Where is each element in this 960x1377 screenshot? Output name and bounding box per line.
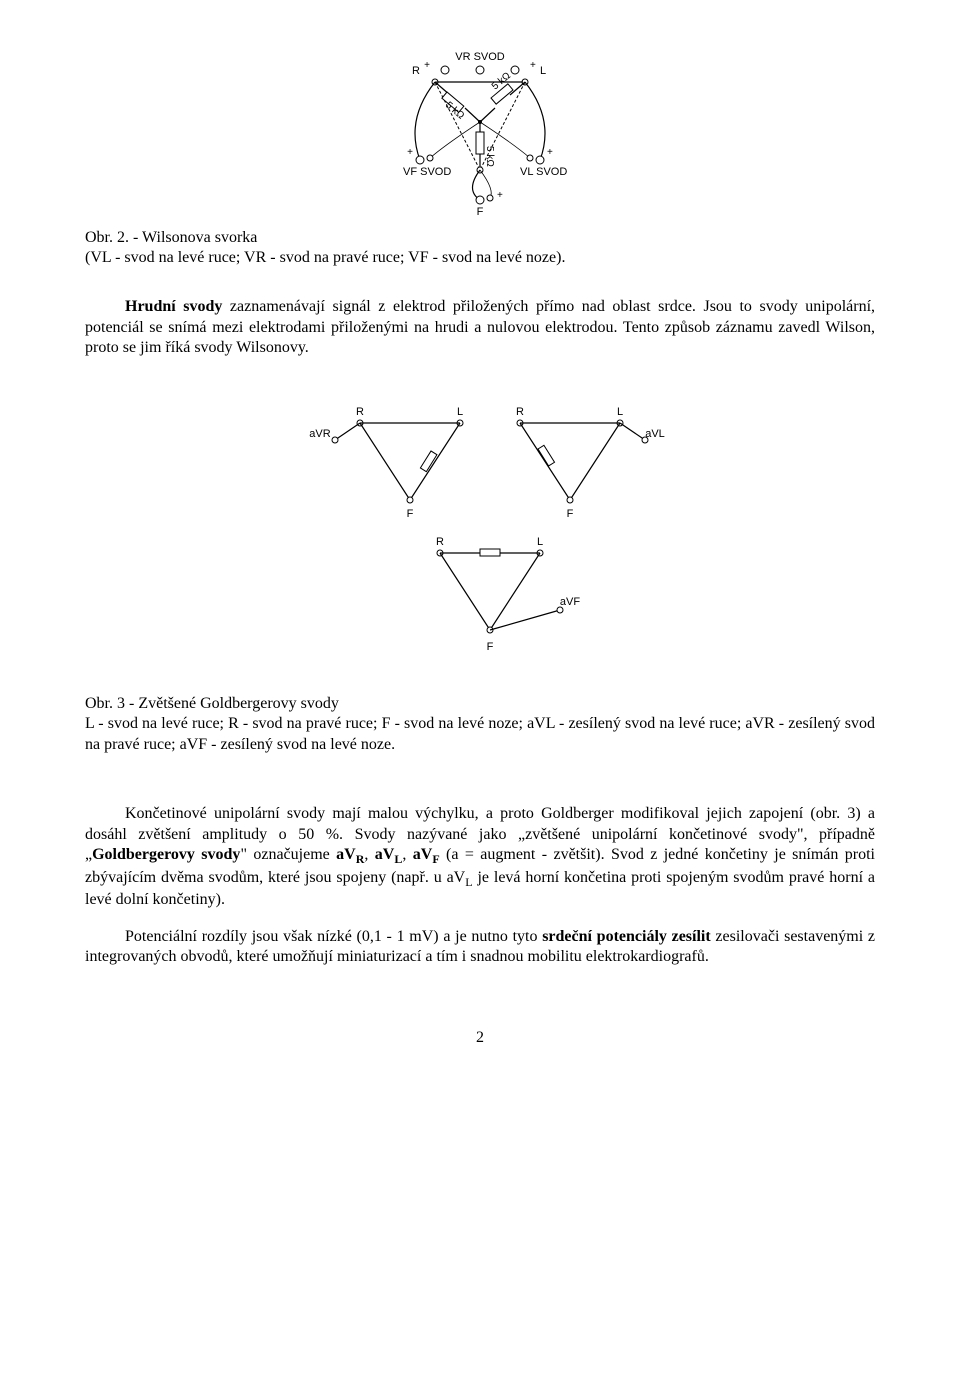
label-vr-svod: VR SVOD	[455, 51, 505, 63]
label-l: L	[540, 65, 546, 77]
caption1-line2: (VL - svod na levé ruce; VR - svod na pr…	[85, 249, 565, 266]
paragraph-goldberger: Končetinové unipolární svody mají malou …	[85, 804, 875, 911]
label-f: F	[477, 206, 484, 218]
svg-text:aVL: aVL	[645, 428, 665, 440]
svg-text:5 kΩ: 5 kΩ	[484, 146, 495, 167]
svg-text:+: +	[497, 190, 503, 201]
caption-figure-1: Obr. 2. - Wilsonova svorka (VL - svod na…	[85, 228, 875, 269]
svg-text:F: F	[407, 508, 414, 520]
label-vl-svod: VL SVOD	[520, 166, 567, 178]
svg-text:L: L	[457, 406, 463, 418]
svg-text:F: F	[567, 508, 574, 520]
svg-text:+: +	[547, 147, 553, 158]
para1-lead: Hrudní svody	[125, 298, 222, 315]
svg-text:R: R	[356, 406, 364, 418]
svg-text:L: L	[617, 406, 623, 418]
paragraph-potential-differences: Potenciální rozdíly jsou však nízké (0,1…	[85, 927, 875, 968]
svg-text:5 kΩ: 5 kΩ	[443, 100, 466, 122]
svg-text:aVR: aVR	[309, 428, 330, 440]
page-number: 2	[85, 1028, 875, 1048]
svg-text:+: +	[424, 60, 430, 71]
paragraph-hrudni-svody: Hrudní svody zaznamenávají signál z elek…	[85, 297, 875, 358]
caption-figure-2: Obr. 3 - Zvětšené Goldbergerovy svody L …	[85, 694, 875, 755]
svg-text:F: F	[487, 641, 494, 653]
figure-wilson-terminal: VR SVOD + + R L 5	[85, 50, 875, 220]
figure-goldberger-leads: R L F aVR R L F aVL	[85, 395, 875, 665]
label-r: R	[412, 65, 420, 77]
label-vf-svod: VF SVOD	[403, 166, 451, 178]
svg-text:+: +	[407, 147, 413, 158]
svg-text:R: R	[436, 536, 444, 548]
caption2-title: Obr. 3 - Zvětšené Goldbergerovy svody	[85, 695, 339, 712]
svg-text:aVF: aVF	[560, 596, 580, 608]
svg-text:R: R	[516, 406, 524, 418]
svg-text:L: L	[537, 536, 543, 548]
caption2-desc: L - svod na levé ruce; R - svod na pravé…	[85, 715, 875, 752]
svg-text:+: +	[530, 60, 536, 71]
caption1-line1: Obr. 2. - Wilsonova svorka	[85, 229, 257, 246]
